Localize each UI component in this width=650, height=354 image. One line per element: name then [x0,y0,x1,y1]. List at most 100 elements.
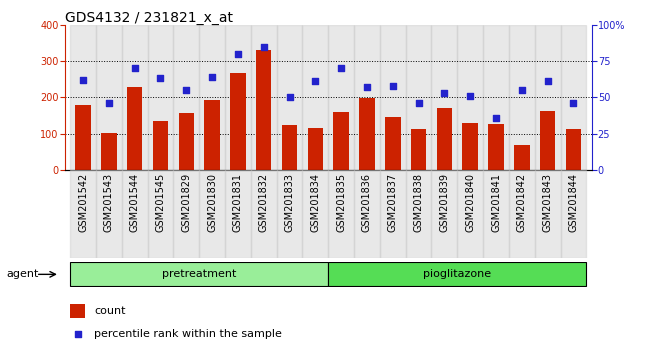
Text: count: count [94,306,125,316]
Point [181,87,192,93]
Bar [380,25,406,170]
Text: pioglitazone: pioglitazone [423,269,491,279]
Text: GSM201840: GSM201840 [465,172,475,232]
Bar [385,116,400,170]
Text: agent: agent [6,269,39,279]
Bar [101,132,116,170]
Bar [225,170,251,258]
Bar [488,124,504,170]
Text: GSM201545: GSM201545 [155,172,166,232]
Bar [148,170,174,258]
Bar [406,25,432,170]
Bar [333,112,349,170]
Point [542,79,552,84]
Point [78,77,88,83]
Text: GSM201842: GSM201842 [517,172,526,232]
Point [104,100,114,106]
Bar [462,123,478,170]
Bar [535,25,560,170]
Bar [179,113,194,170]
Point [413,100,424,106]
Point [336,65,346,71]
Point [259,44,269,49]
Bar [307,128,323,170]
Bar [302,25,328,170]
Text: GSM201835: GSM201835 [336,172,346,232]
Bar [302,170,328,258]
Text: GSM201838: GSM201838 [413,172,424,232]
Text: GSM201839: GSM201839 [439,172,449,232]
Text: GSM201841: GSM201841 [491,172,501,232]
Text: percentile rank within the sample: percentile rank within the sample [94,330,282,339]
Bar [354,170,380,258]
Point [72,332,83,337]
Bar [174,170,199,258]
Bar [437,108,452,170]
Bar [509,25,535,170]
Point [207,74,217,80]
Bar [75,105,91,170]
Bar [256,50,272,170]
Point [362,84,372,90]
Bar [540,111,555,170]
Bar [199,170,225,258]
Point [568,100,578,106]
Point [387,83,398,88]
Text: GSM201831: GSM201831 [233,172,243,232]
Bar [483,170,509,258]
Bar [359,98,374,170]
Bar [122,170,148,258]
Bar [566,129,581,170]
Bar [153,121,168,170]
Bar [514,144,530,170]
Point [284,95,294,100]
Point [517,87,527,93]
Bar [251,25,277,170]
Bar [560,170,586,258]
Text: GSM201834: GSM201834 [310,172,320,232]
Text: GSM201542: GSM201542 [78,172,88,232]
Text: GSM201843: GSM201843 [543,172,552,232]
Bar [483,25,509,170]
Point [155,76,166,81]
Bar [458,25,483,170]
Bar [509,170,535,258]
Bar [354,25,380,170]
Bar [70,262,328,286]
Bar [96,170,122,258]
Bar [174,25,199,170]
Bar [225,25,251,170]
Bar [70,25,96,170]
Text: GSM201844: GSM201844 [569,172,578,232]
Bar [411,129,426,170]
Point [233,51,243,57]
Bar [535,170,560,258]
Bar [458,170,483,258]
Text: GSM201833: GSM201833 [285,172,294,232]
Point [491,115,501,120]
Text: GSM201837: GSM201837 [388,172,398,232]
Bar [380,170,406,258]
Bar [277,25,302,170]
Bar [277,170,302,258]
Bar [127,87,142,170]
Text: GSM201543: GSM201543 [104,172,114,232]
Bar [328,262,586,286]
Text: GSM201832: GSM201832 [259,172,268,232]
Bar [96,25,122,170]
Point [129,65,140,71]
Bar [560,25,586,170]
Point [465,93,475,99]
Bar [70,170,96,258]
Bar [230,73,246,170]
Text: GDS4132 / 231821_x_at: GDS4132 / 231821_x_at [65,11,233,25]
Bar [328,170,354,258]
Text: GSM201830: GSM201830 [207,172,217,232]
Text: GSM201836: GSM201836 [362,172,372,232]
Bar [282,125,297,170]
Bar [148,25,174,170]
Bar [432,25,458,170]
Point [310,79,320,84]
Bar [406,170,432,258]
Text: pretreatment: pretreatment [162,269,237,279]
